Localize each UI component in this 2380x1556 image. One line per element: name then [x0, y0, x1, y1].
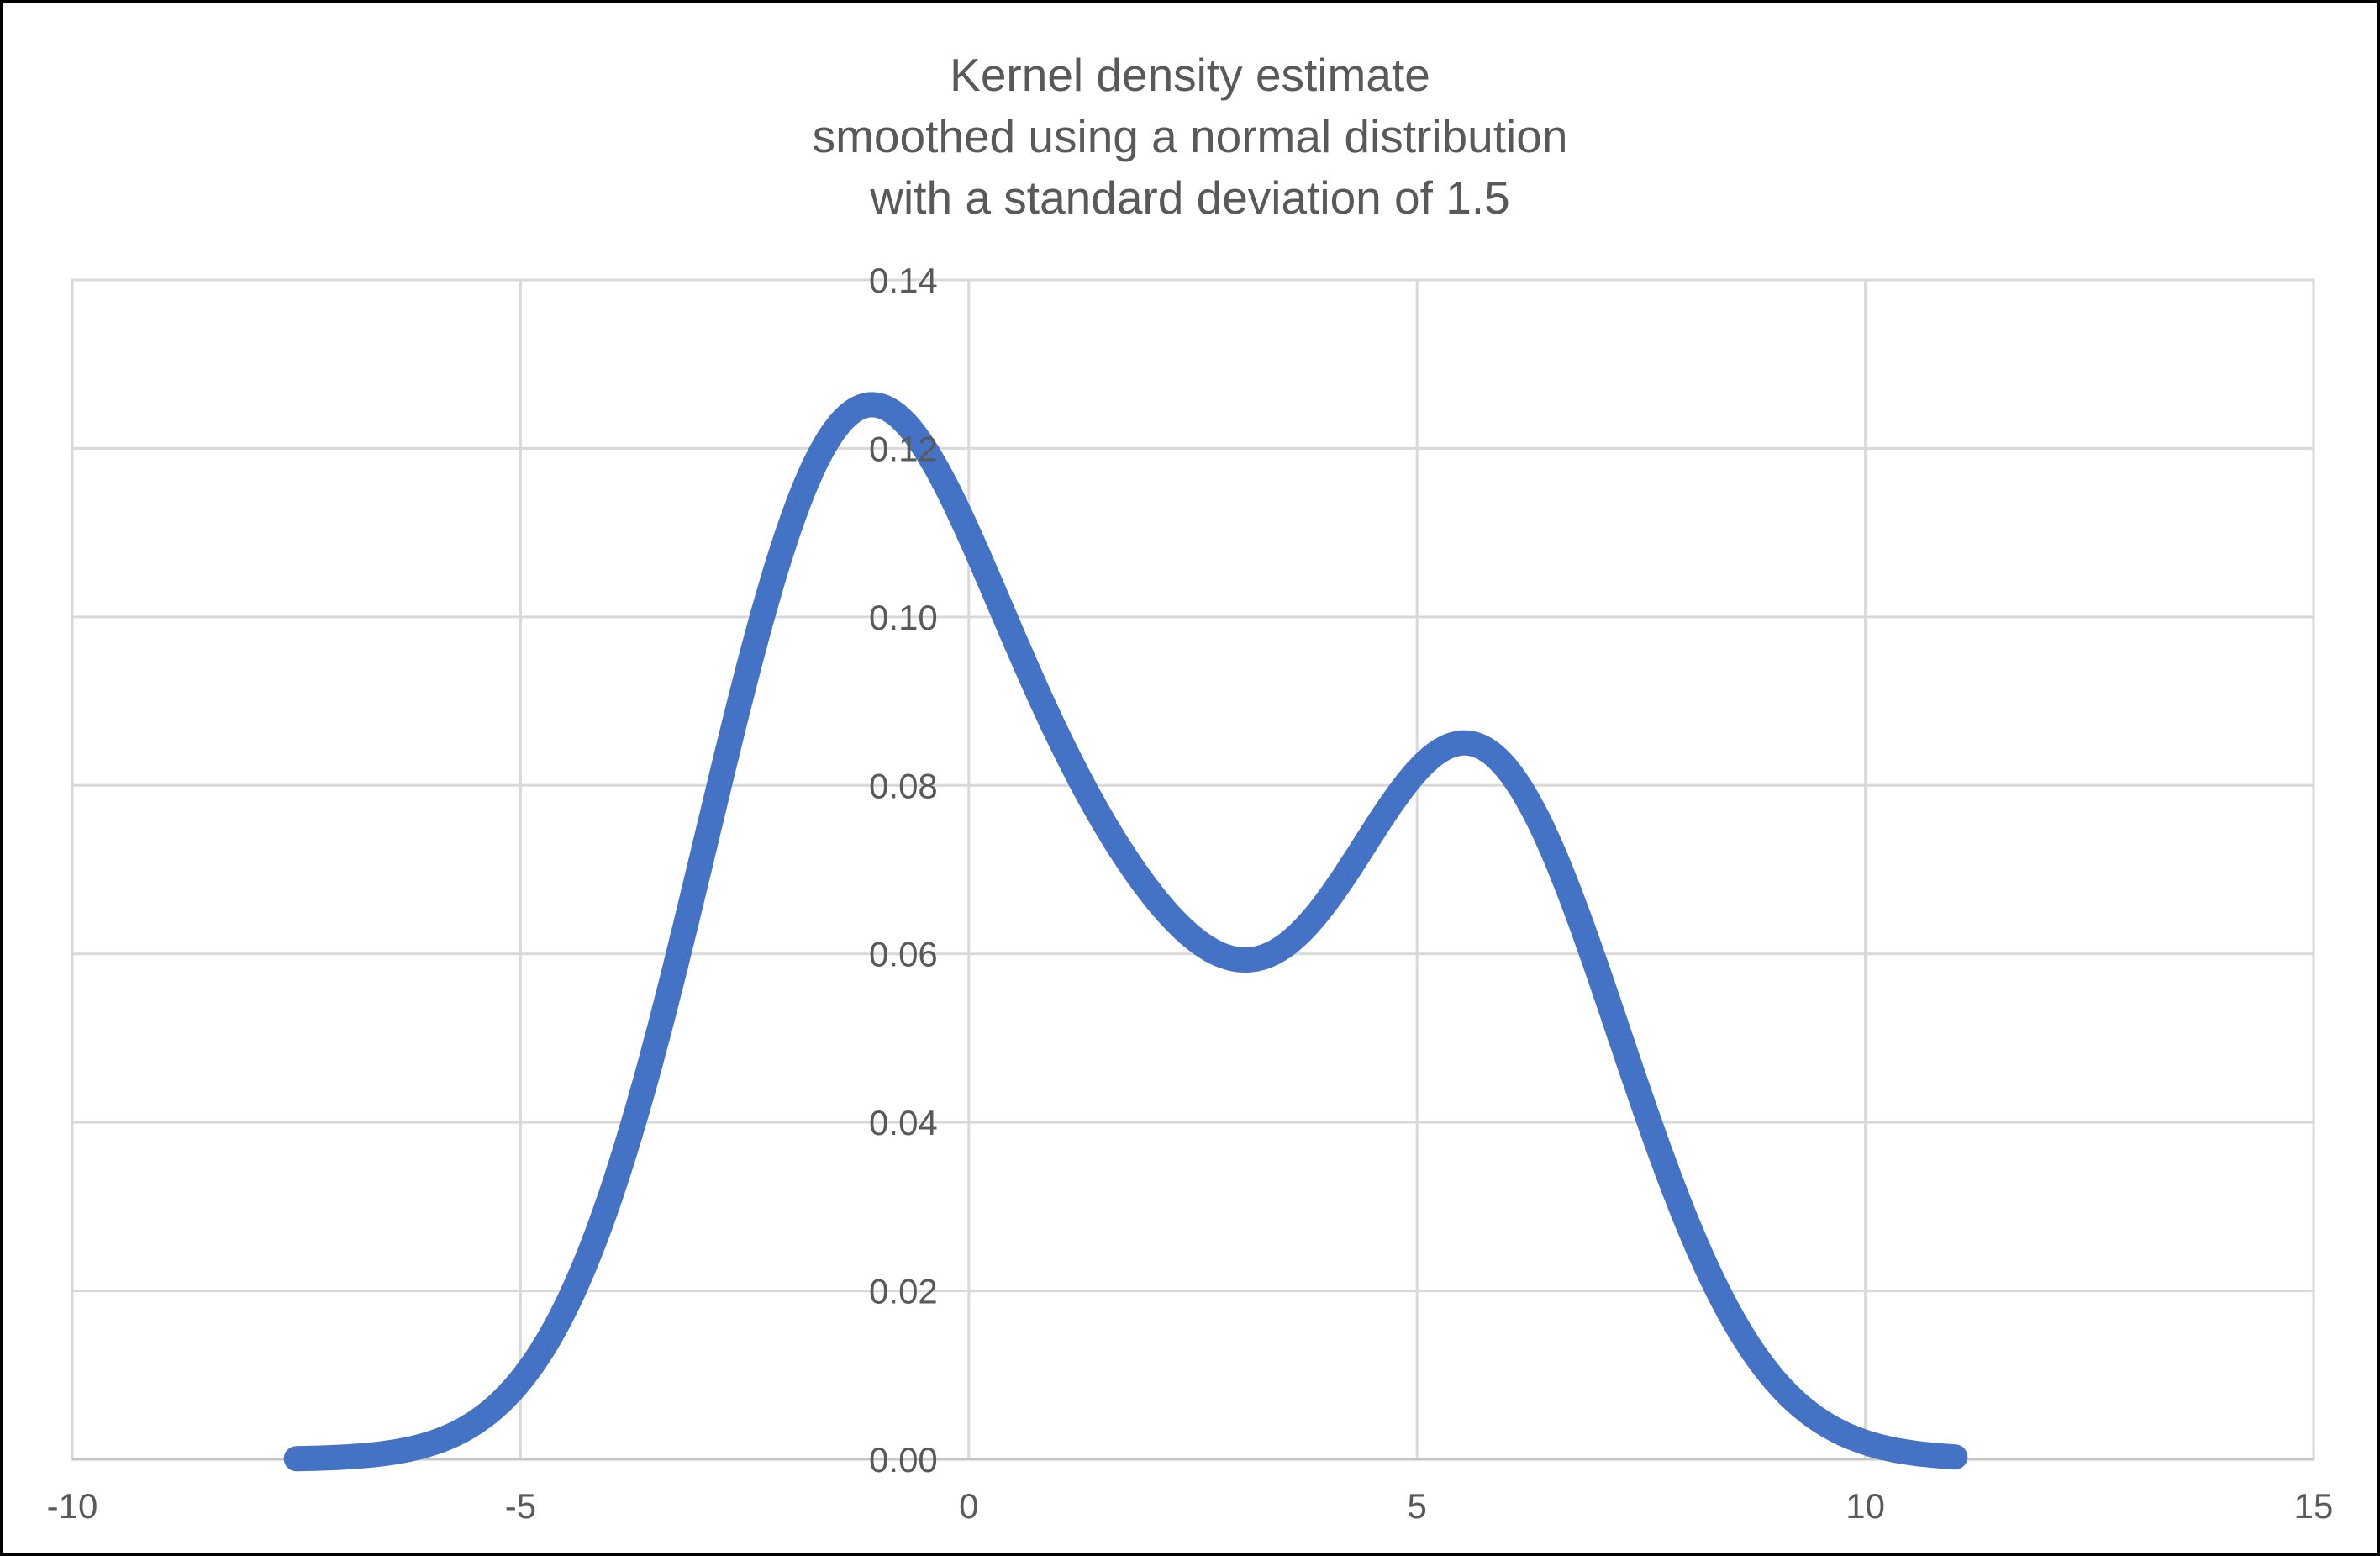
x-tick-label: -10 [47, 1486, 98, 1526]
x-tick-label: 5 [1408, 1486, 1427, 1526]
y-tick-label: 0.02 [869, 1272, 938, 1311]
y-tick-label: 0.06 [869, 935, 938, 974]
chart-title: Kernel density estimate smoothed using a… [3, 45, 2377, 229]
y-tick-label: 0.12 [869, 429, 938, 468]
chart-title-line-1: Kernel density estimate [950, 49, 1430, 101]
chart-title-line-3: with a standard deviation of 1.5 [870, 171, 1510, 224]
x-tick-label: 0 [959, 1486, 978, 1526]
plot-svg: 0.00 0.02 0.04 0.06 0.08 0.10 0.12 0.14 -10 -5 0 5 1… [47, 261, 2334, 1526]
y-tick-label: 0.14 [869, 261, 938, 300]
kde-curve [283, 392, 1968, 1472]
y-tick-label: 0.08 [869, 766, 938, 805]
chart-title-line-2: smoothed using a normal distribution [812, 110, 1568, 162]
plot-area: 0.00 0.02 0.04 0.06 0.08 0.10 0.12 0.14 -10 -5 0 5 1… [3, 3, 2377, 1553]
plot-border [71, 278, 2315, 1461]
y-tick-label: 0.00 [869, 1440, 938, 1480]
x-tick-label: 15 [2294, 1486, 2334, 1526]
x-tick-label: -5 [505, 1486, 536, 1526]
y-tick-label: 0.04 [869, 1103, 938, 1142]
x-tick-label: 10 [1846, 1486, 1885, 1526]
y-tick-label: 0.10 [869, 598, 938, 637]
